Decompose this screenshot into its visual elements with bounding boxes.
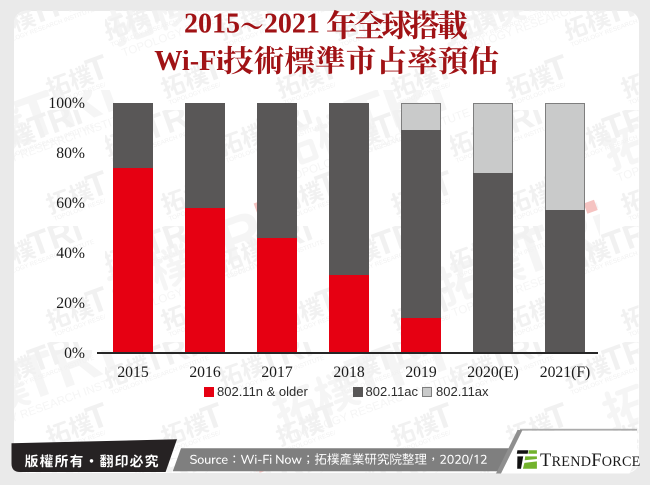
svg-text:2015: 2015 — [184, 9, 240, 40]
svg-text:Wi-Fi: Wi-Fi — [154, 46, 224, 77]
svg-text:2021: 2021 — [264, 9, 320, 40]
